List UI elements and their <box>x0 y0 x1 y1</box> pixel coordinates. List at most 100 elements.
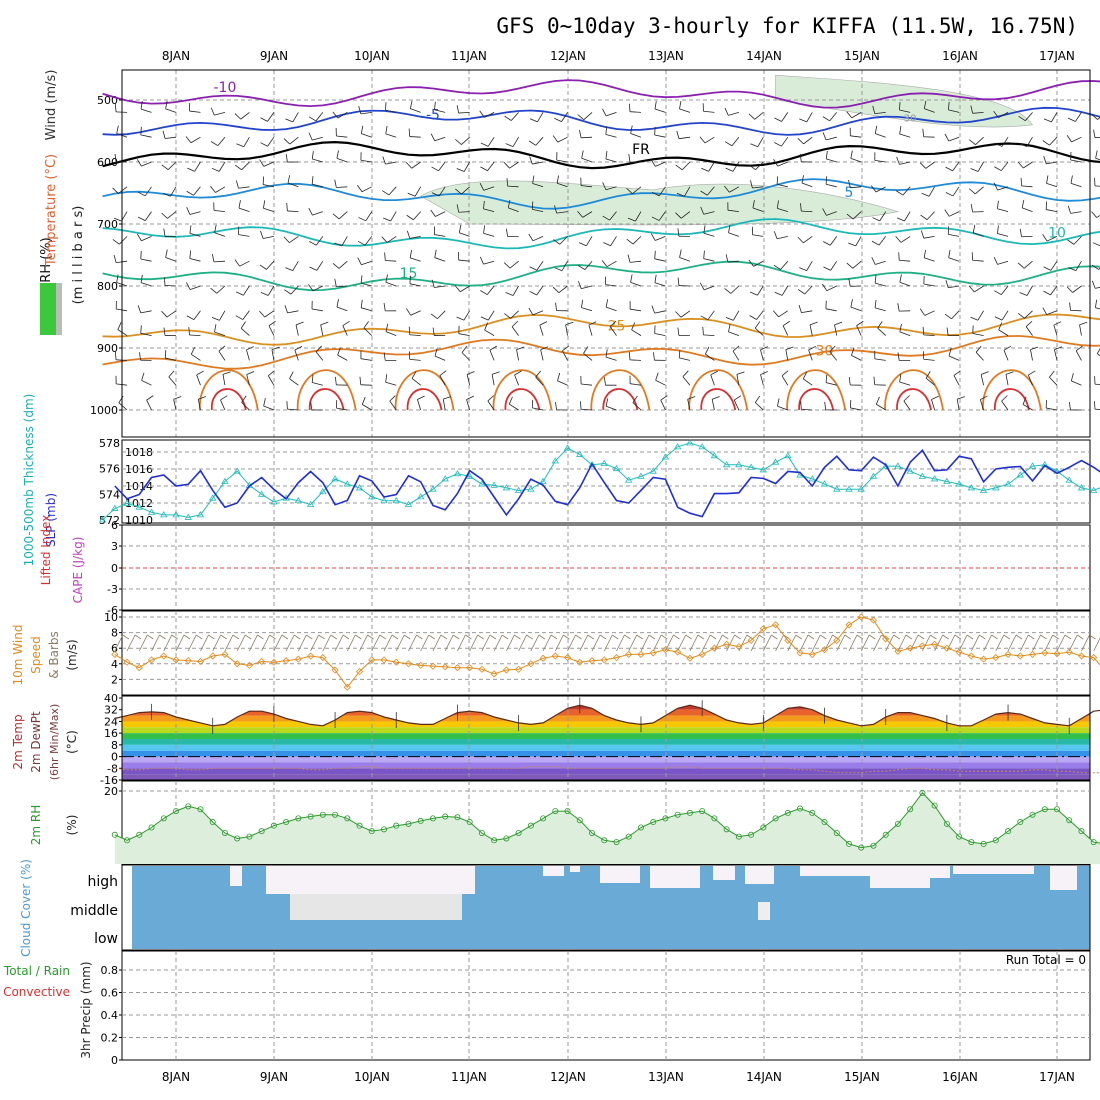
wind-speed-marker <box>172 656 180 664</box>
wind-barb <box>632 402 642 411</box>
cloud-row-label: low <box>94 931 118 947</box>
wind-barb-flag <box>554 205 558 214</box>
wind-barb-flag <box>846 262 854 269</box>
wind-barb <box>173 399 177 411</box>
wind-barb <box>630 282 642 287</box>
wind-barb <box>1003 350 1009 361</box>
wind-barb <box>267 375 275 386</box>
wind-barb <box>337 112 348 119</box>
wind-barb-flag <box>308 132 313 141</box>
wind-barb <box>605 356 617 361</box>
wind-barb <box>458 211 470 213</box>
wind-barb-flag <box>1021 199 1025 208</box>
thickness-marker <box>686 439 694 446</box>
wind-barb-flag <box>455 188 462 195</box>
wind-barb-flag <box>210 186 216 193</box>
wind-barb-flag <box>994 316 1003 321</box>
wind-barb <box>410 257 421 262</box>
top-date-label: 16JAN <box>942 49 978 63</box>
wind-barb-flag <box>1066 135 1072 143</box>
thickness-marker <box>343 480 352 487</box>
wind-barb <box>1095 286 1100 289</box>
thermal-loop <box>884 369 944 411</box>
wind-barb-flag <box>358 217 366 222</box>
wind-barb-flag <box>432 327 435 336</box>
wind-barb <box>678 136 690 140</box>
wind-barb <box>336 306 348 312</box>
wind-barb-flag <box>439 370 447 376</box>
wind-barb-flag <box>286 202 288 211</box>
wind-barb-flag <box>700 206 705 215</box>
rh-marker <box>968 839 975 846</box>
wind-speed-marker <box>992 653 1000 662</box>
wind-barb <box>535 136 544 146</box>
high-cloud-gap <box>230 866 242 886</box>
wind-speed-marker <box>307 652 315 660</box>
wind-barb <box>1023 260 1033 269</box>
wind-barb <box>289 378 299 386</box>
wind-speed-marker <box>551 652 559 660</box>
wind-barb-flag <box>1075 345 1083 352</box>
surface-barb <box>420 634 430 652</box>
wind-barb <box>1024 310 1033 319</box>
wind-barb <box>948 355 960 361</box>
wind-barb-flag <box>923 100 927 109</box>
surface-barb-flag <box>489 634 497 640</box>
thickness-marker <box>465 472 474 479</box>
surface-barb <box>1044 634 1054 652</box>
wind-barb <box>220 399 226 411</box>
wind-barb <box>736 374 740 386</box>
wind-barb <box>167 161 177 170</box>
surface-barb <box>775 634 784 652</box>
rh-marker <box>1017 819 1024 826</box>
wind-barb <box>532 310 544 316</box>
surface-barb <box>873 634 882 652</box>
wind-barb-flag <box>945 279 949 288</box>
rh-marker <box>540 815 547 822</box>
wind-barb <box>782 325 789 336</box>
surface-barb-flag <box>612 634 619 640</box>
thickness-marker <box>576 450 584 457</box>
thickness-marker <box>551 457 560 464</box>
wind-speed-marker <box>882 635 890 643</box>
surface-barb <box>1093 637 1100 652</box>
wind-barb <box>1051 112 1058 123</box>
wind-barb-flag <box>1005 371 1014 375</box>
wind-barb <box>460 285 470 293</box>
wind-barb <box>588 324 593 336</box>
thermal-loop <box>492 369 553 411</box>
wind-barb <box>287 182 299 188</box>
wind-barb-flag <box>384 252 386 261</box>
wind-barb <box>997 233 1009 237</box>
wind-barb-flag <box>896 156 900 165</box>
wind-barb-flag <box>308 116 317 122</box>
wind-barb-flag <box>922 128 925 137</box>
temp-band <box>122 715 1090 722</box>
wind-barb-flag <box>385 374 388 383</box>
wind-barb <box>311 308 323 312</box>
cloud-frame <box>121 864 1091 951</box>
thickness-marker <box>857 485 865 492</box>
wind-barb <box>972 333 984 336</box>
wind-barb <box>119 236 128 245</box>
rh-marker <box>221 829 228 836</box>
wind-barb-flag <box>970 204 973 213</box>
high-cloud-gap <box>266 866 475 894</box>
thickness-marker <box>784 452 792 459</box>
surface-barb-flag <box>575 634 582 640</box>
wind-barb-flag <box>588 321 597 326</box>
wind-barb-flag <box>234 259 240 267</box>
wind-barb-flag <box>777 398 780 407</box>
wind-barb <box>632 236 642 245</box>
wind-barb-flag <box>483 200 485 209</box>
wind-barb-flag <box>357 240 366 246</box>
wind-barb-flag <box>185 136 192 143</box>
wind-barb <box>997 260 1009 265</box>
rh-marker <box>160 815 167 822</box>
wind-speed-marker <box>625 650 633 659</box>
wind-barb-flag <box>235 180 239 189</box>
wind-barb <box>315 351 324 361</box>
wind-barb-flag <box>1068 267 1077 272</box>
wind-barb <box>755 161 764 170</box>
